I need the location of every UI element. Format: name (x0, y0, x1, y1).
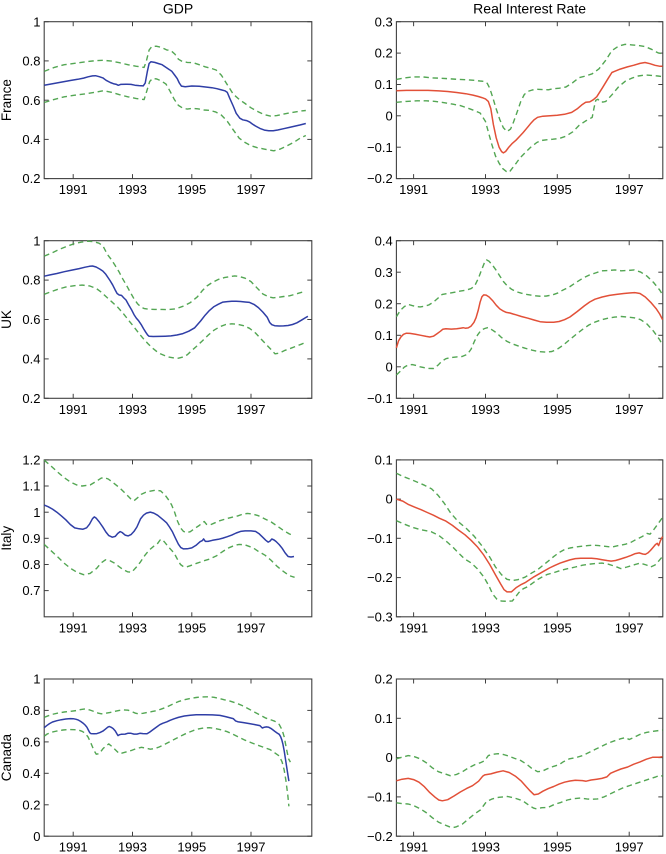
svg-text:−0.1: −0.1 (367, 140, 393, 155)
svg-text:1993: 1993 (118, 620, 147, 635)
svg-text:Canada: Canada (0, 733, 14, 781)
svg-text:0.9: 0.9 (22, 531, 40, 546)
svg-text:1995: 1995 (177, 840, 206, 854)
svg-text:1993: 1993 (471, 620, 500, 635)
svg-text:1997: 1997 (237, 182, 266, 197)
svg-text:1993: 1993 (118, 402, 147, 417)
svg-text:−0.3: −0.3 (367, 609, 393, 624)
svg-text:0.4: 0.4 (22, 766, 40, 781)
svg-text:0.4: 0.4 (22, 352, 40, 367)
svg-text:1997: 1997 (615, 620, 644, 635)
svg-text:0.2: 0.2 (22, 391, 40, 406)
svg-text:1995: 1995 (543, 840, 572, 854)
svg-text:0.2: 0.2 (375, 672, 393, 687)
svg-text:1991: 1991 (399, 182, 428, 197)
svg-text:1997: 1997 (237, 840, 266, 854)
svg-text:0.1: 0.1 (375, 711, 393, 726)
svg-text:0.2: 0.2 (22, 797, 40, 812)
svg-text:1997: 1997 (615, 182, 644, 197)
svg-text:1991: 1991 (399, 840, 428, 854)
svg-text:1: 1 (33, 505, 40, 520)
svg-text:−0.2: −0.2 (367, 829, 393, 844)
svg-text:0: 0 (385, 750, 392, 765)
svg-text:1993: 1993 (118, 182, 147, 197)
svg-text:1.2: 1.2 (22, 453, 40, 468)
svg-text:0.3: 0.3 (375, 14, 393, 29)
svg-text:0: 0 (33, 829, 40, 844)
svg-text:1995: 1995 (543, 402, 572, 417)
svg-text:−0.2: −0.2 (367, 570, 393, 585)
svg-text:1993: 1993 (471, 182, 500, 197)
svg-text:Italy: Italy (0, 526, 14, 551)
svg-text:−0.1: −0.1 (367, 790, 393, 805)
svg-text:1993: 1993 (118, 840, 147, 854)
svg-text:1997: 1997 (615, 840, 644, 854)
svg-text:0: 0 (385, 359, 392, 374)
svg-text:1991: 1991 (59, 620, 88, 635)
svg-text:1: 1 (33, 672, 40, 687)
svg-text:Real Interest Rate: Real Interest Rate (473, 1, 586, 17)
svg-text:1995: 1995 (177, 402, 206, 417)
svg-text:UK: UK (0, 310, 14, 329)
svg-text:0.2: 0.2 (375, 296, 393, 311)
svg-text:France: France (0, 79, 14, 121)
svg-text:0.4: 0.4 (375, 233, 393, 248)
svg-text:0.6: 0.6 (22, 93, 40, 108)
svg-text:1993: 1993 (471, 840, 500, 854)
svg-text:0.8: 0.8 (22, 703, 40, 718)
svg-text:1995: 1995 (177, 182, 206, 197)
svg-text:1991: 1991 (399, 620, 428, 635)
svg-text:0.2: 0.2 (375, 46, 393, 61)
svg-text:1: 1 (33, 14, 40, 29)
svg-text:1: 1 (33, 233, 40, 248)
svg-text:0: 0 (385, 492, 392, 507)
svg-text:0.7: 0.7 (22, 583, 40, 598)
svg-text:0.2: 0.2 (22, 171, 40, 186)
svg-text:−0.1: −0.1 (367, 391, 393, 406)
svg-text:0.8: 0.8 (22, 54, 40, 69)
svg-text:1995: 1995 (177, 620, 206, 635)
svg-text:0.1: 0.1 (375, 77, 393, 92)
svg-text:−0.2: −0.2 (367, 171, 393, 186)
svg-text:0.3: 0.3 (375, 265, 393, 280)
svg-text:0.6: 0.6 (22, 735, 40, 750)
svg-text:1991: 1991 (59, 840, 88, 854)
svg-text:1993: 1993 (471, 402, 500, 417)
svg-text:1995: 1995 (543, 620, 572, 635)
svg-text:1997: 1997 (615, 402, 644, 417)
svg-text:1991: 1991 (59, 402, 88, 417)
svg-text:0.8: 0.8 (22, 273, 40, 288)
svg-text:1991: 1991 (399, 402, 428, 417)
svg-text:0: 0 (385, 108, 392, 123)
svg-text:0.8: 0.8 (22, 557, 40, 572)
svg-text:GDP: GDP (163, 1, 193, 17)
svg-text:0.1: 0.1 (375, 453, 393, 468)
svg-text:1.1: 1.1 (22, 479, 40, 494)
svg-text:1997: 1997 (237, 402, 266, 417)
svg-text:−0.1: −0.1 (367, 531, 393, 546)
svg-text:0.4: 0.4 (22, 132, 40, 147)
svg-text:1997: 1997 (237, 620, 266, 635)
svg-text:1991: 1991 (59, 182, 88, 197)
svg-text:1995: 1995 (543, 182, 572, 197)
svg-text:0.1: 0.1 (375, 328, 393, 343)
svg-text:0.6: 0.6 (22, 312, 40, 327)
